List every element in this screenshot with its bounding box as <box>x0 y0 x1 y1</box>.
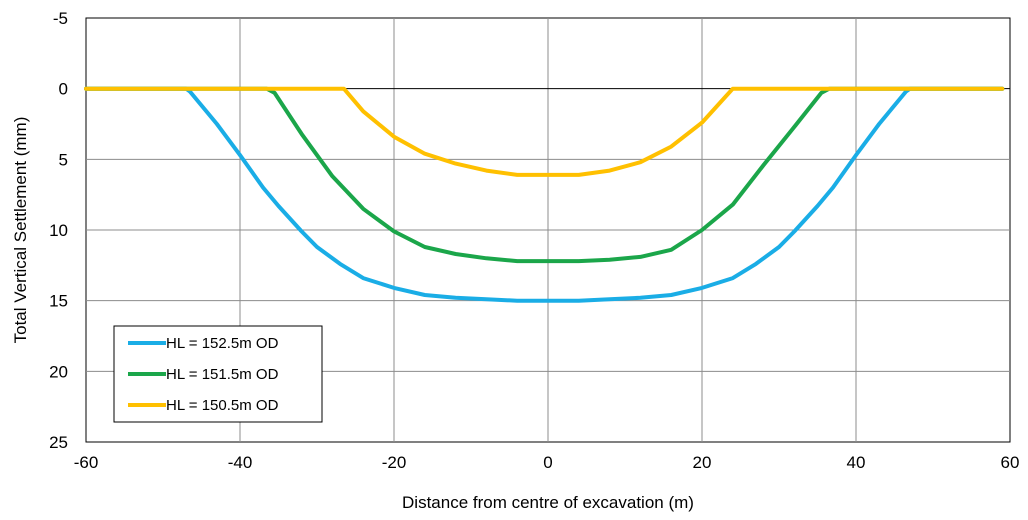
y-tick-label: -5 <box>53 9 68 28</box>
series-line-1 <box>84 86 1005 303</box>
y-tick-labels: -5 0 5 10 15 20 25 <box>49 9 68 452</box>
x-tick-label: 60 <box>1001 453 1020 472</box>
series-lines <box>84 86 1005 303</box>
x-tick-label: -20 <box>382 453 407 472</box>
y-tick-label: 5 <box>59 150 68 169</box>
x-tick-label: 20 <box>693 453 712 472</box>
x-tick-label: -40 <box>228 453 253 472</box>
x-tick-label: -60 <box>74 453 99 472</box>
series-line-2 <box>84 86 1005 264</box>
legend-label-1: HL = 152.5m OD <box>166 335 279 352</box>
x-tick-labels: -60 -40 -20 0 20 40 60 <box>74 453 1020 472</box>
x-tick-label: 40 <box>847 453 866 472</box>
y-axis-title: Total Vertical Settlement (mm) <box>11 117 30 344</box>
legend: HL = 152.5m OD HL = 151.5m OD HL = 150.5m … <box>113 325 323 423</box>
legend-label-2: HL = 151.5m OD <box>166 366 279 383</box>
legend-label-3: HL = 150.5m OD <box>166 397 279 414</box>
x-axis-title: Distance from centre of excavation (m) <box>402 493 694 512</box>
y-tick-label: 10 <box>49 221 68 240</box>
y-tick-label: 20 <box>49 362 68 381</box>
y-tick-label: 0 <box>59 80 68 99</box>
x-tick-label: 0 <box>543 453 552 472</box>
y-tick-label: 15 <box>49 292 68 311</box>
y-tick-label: 25 <box>49 433 68 452</box>
series-line-3 <box>84 86 1005 177</box>
